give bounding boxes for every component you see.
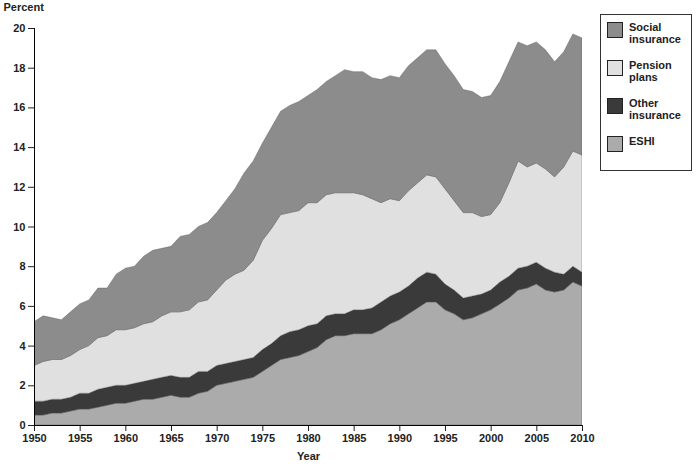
- svg-text:14: 14: [13, 141, 26, 153]
- svg-text:1950: 1950: [22, 432, 46, 444]
- svg-text:20: 20: [13, 22, 25, 34]
- svg-text:2000: 2000: [479, 432, 503, 444]
- svg-text:10: 10: [13, 221, 25, 233]
- svg-text:1995: 1995: [433, 432, 457, 444]
- svg-text:1975: 1975: [251, 432, 275, 444]
- svg-text:1955: 1955: [68, 432, 92, 444]
- svg-text:2: 2: [19, 379, 25, 391]
- svg-text:4: 4: [19, 340, 26, 352]
- svg-text:8: 8: [19, 260, 25, 272]
- svg-text:1990: 1990: [388, 432, 412, 444]
- svg-text:Percent: Percent: [4, 1, 45, 13]
- html-text:Social insurance: Social insurance: [629, 21, 681, 45]
- svg-text:12: 12: [13, 181, 25, 193]
- html-text:Other insurance: Other insurance: [629, 97, 681, 121]
- svg-text:0: 0: [19, 419, 25, 431]
- svg-text:1960: 1960: [114, 432, 138, 444]
- html-text:ESHI: ESHI: [629, 135, 655, 147]
- svg-text:6: 6: [19, 300, 25, 312]
- svg-text:18: 18: [13, 62, 25, 74]
- svg-text:16: 16: [13, 101, 25, 113]
- svg-text:Year: Year: [297, 450, 321, 462]
- svg-text:1965: 1965: [159, 432, 183, 444]
- html-text:Pension plans: Pension plans: [629, 59, 672, 83]
- svg-text:1970: 1970: [205, 432, 229, 444]
- svg-text:1980: 1980: [296, 432, 320, 444]
- svg-text:2010: 2010: [570, 432, 594, 444]
- svg-text:1985: 1985: [342, 432, 366, 444]
- svg-text:2005: 2005: [525, 432, 549, 444]
